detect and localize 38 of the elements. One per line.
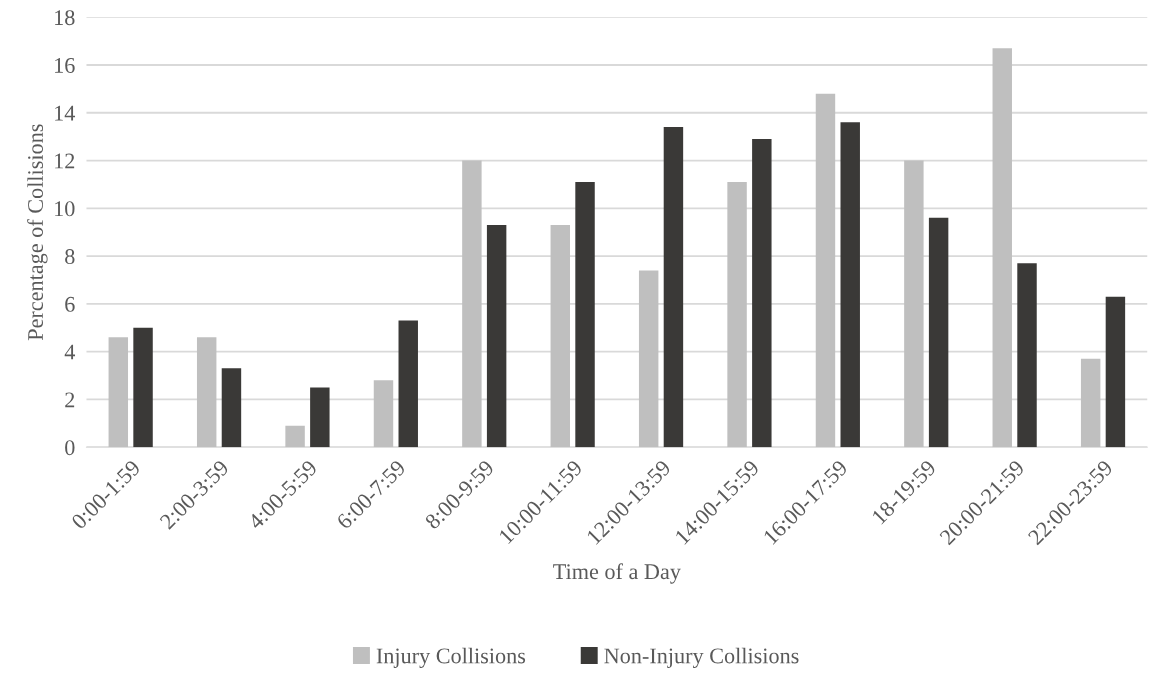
bar (310, 387, 330, 448)
y-tick-label: 4 (64, 344, 76, 360)
legend-label: Injury Collisions (376, 647, 526, 668)
bar (1017, 263, 1037, 448)
y-tick-label: 16 (55, 57, 75, 73)
bar (1105, 296, 1126, 448)
legend-label: Non-Injury Collisions (604, 647, 799, 668)
y-tick-label: 10 (55, 201, 75, 217)
bar (840, 122, 860, 448)
bar (196, 337, 217, 448)
bar (727, 182, 747, 448)
y-tick-label: 2 (65, 392, 75, 408)
y-tick-label: 8 (65, 249, 75, 265)
y-tick-label: 0 (65, 440, 75, 456)
y-tick-label: 18 (55, 10, 75, 26)
y-tick-label: 12 (55, 153, 75, 169)
bar (462, 160, 482, 448)
y-axis-title: Percentage of Collisions (27, 124, 48, 341)
x-axis-title: Time of a Day (553, 563, 681, 584)
bar (108, 337, 129, 448)
bar (638, 270, 659, 448)
bar (1080, 358, 1101, 448)
bar (221, 368, 242, 448)
bar (752, 139, 772, 448)
y-tick-label: 14 (55, 105, 76, 121)
bar (575, 182, 595, 448)
bar (663, 127, 684, 448)
bar (398, 320, 418, 448)
bar (904, 160, 924, 448)
bar (133, 327, 153, 448)
bar (373, 380, 394, 448)
bar (486, 225, 507, 448)
y-tick-label: 6 (65, 296, 75, 312)
bar (815, 93, 836, 448)
bar (285, 425, 305, 448)
bar (550, 225, 570, 448)
bar (928, 217, 949, 448)
bar (992, 48, 1012, 448)
